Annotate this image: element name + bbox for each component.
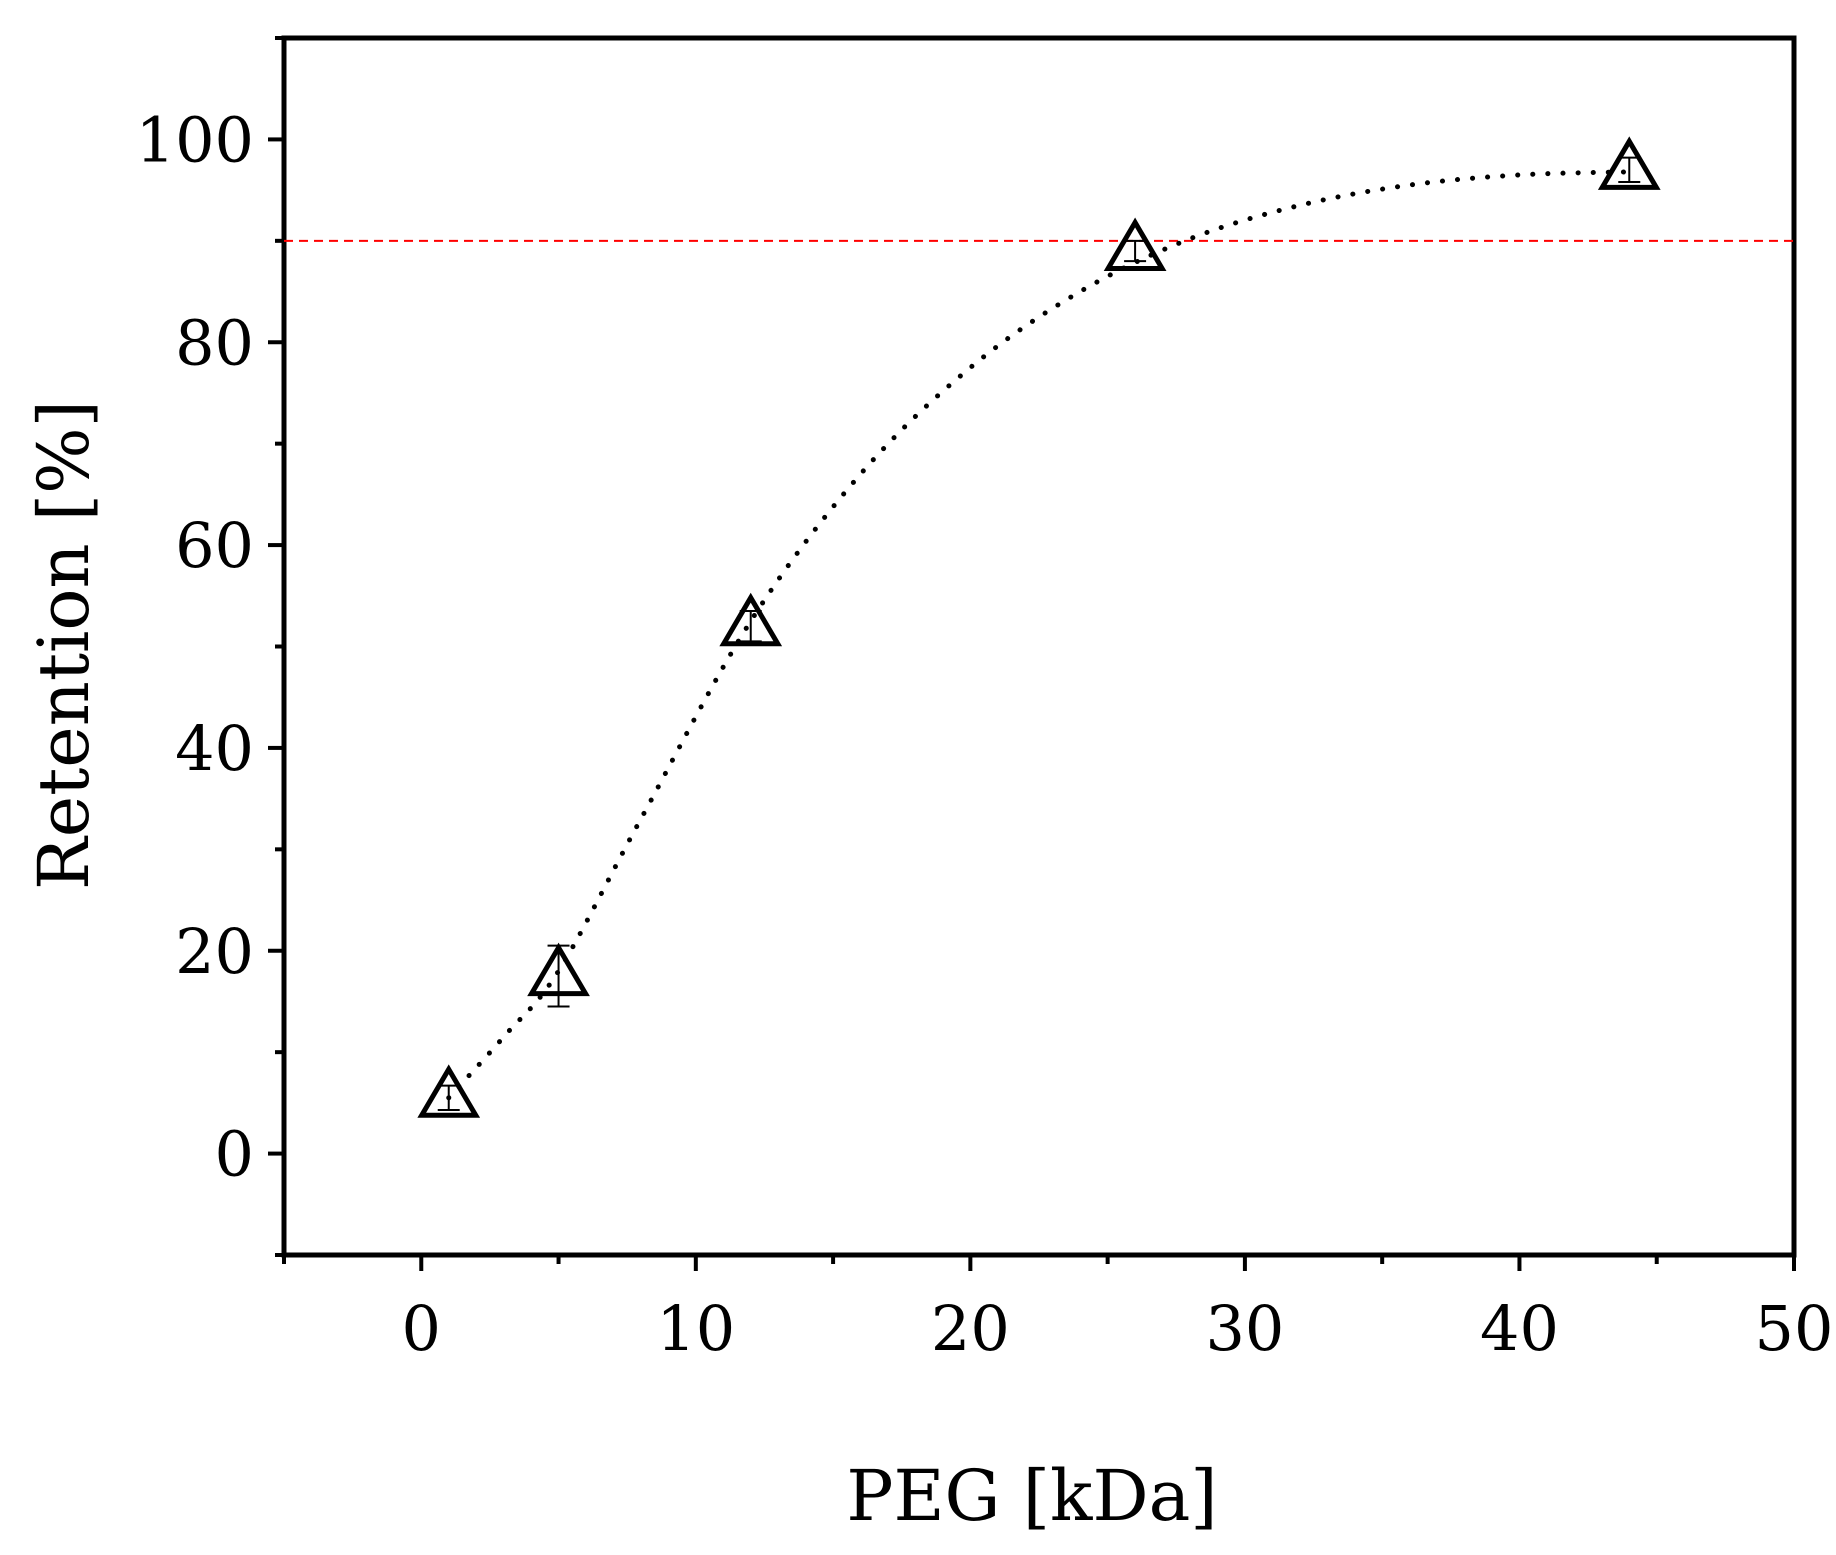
- y-tick-label: 100: [136, 103, 254, 176]
- y-tick-label: 0: [215, 1118, 254, 1191]
- tick-labels-layer: 0 10 20 30 40 50 0 20 40 60 80 100: [136, 103, 1834, 1365]
- y-tick-label: 80: [175, 306, 254, 379]
- x-tick-label: 30: [1205, 1292, 1284, 1365]
- triangle-marker: [1597, 136, 1661, 190]
- triangle-marker: [1103, 217, 1167, 271]
- data-point: [1103, 217, 1167, 271]
- data-point: [1597, 136, 1661, 190]
- data-point: [527, 942, 590, 1008]
- x-tick-label: 20: [931, 1292, 1010, 1365]
- x-axis-title: PEG [kDa]: [846, 1455, 1217, 1537]
- x-tick-label: 10: [656, 1292, 735, 1365]
- triangle-marker: [417, 1064, 481, 1118]
- fit-curve: [446, 169, 1632, 1101]
- data-points-layer: [417, 136, 1661, 1118]
- x-tick-label: 0: [402, 1292, 441, 1365]
- y-tick-label: 60: [175, 509, 254, 582]
- y-axis-title: Retention [%]: [23, 400, 105, 890]
- x-tick-label: 50: [1755, 1292, 1834, 1365]
- triangle-marker: [719, 592, 783, 647]
- data-point: [719, 592, 783, 647]
- plot-frame: [281, 35, 1797, 1258]
- y-tick-label: 40: [175, 712, 254, 785]
- y-tick-label: 20: [175, 915, 254, 988]
- fit-curve-layer: [446, 169, 1632, 1101]
- data-point: [417, 1064, 481, 1118]
- axes: [268, 35, 1797, 1271]
- triangle-marker: [527, 942, 590, 997]
- x-tick-label: 40: [1480, 1292, 1559, 1365]
